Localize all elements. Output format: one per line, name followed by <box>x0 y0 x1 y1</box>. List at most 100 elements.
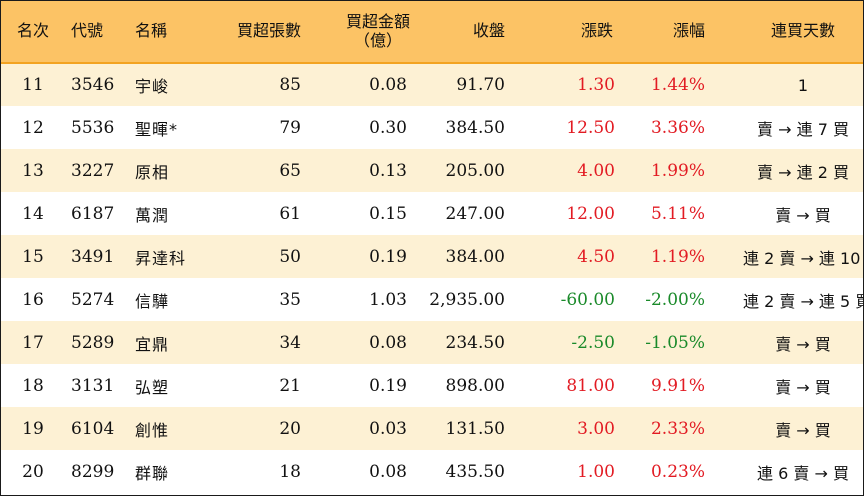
table-row: 17 5289 宜鼎 34 0.08 234.50 -2.50 -1.05% 賣… <box>1 321 863 364</box>
cell-net-buy-lots: 85 <box>279 75 301 95</box>
cell-close: 2,935.00 <box>429 289 505 310</box>
cell-net-buy-amount: 0.19 <box>369 375 407 396</box>
cell-consecutive-days: 連 2 賣 → 連 10 買 <box>743 248 864 268</box>
cell-change-pct: 1.44% <box>650 75 705 95</box>
table-row: 19 6104 創惟 20 0.03 131.50 3.00 2.33% 賣 →… <box>1 407 863 450</box>
cell-net-buy-amount: 0.08 <box>369 75 407 95</box>
cell-rank: 17 <box>22 332 44 353</box>
cell-consecutive-days: 賣 → 買 <box>775 377 831 397</box>
cell-change-pct: 3.36% <box>650 117 705 138</box>
cell-close: 91.70 <box>456 75 505 95</box>
cell-change: 4.50 <box>577 246 615 267</box>
cell-consecutive-days: 賣 → 買 <box>775 205 831 225</box>
cell-close: 205.00 <box>445 160 505 181</box>
cell-close: 247.00 <box>445 203 505 224</box>
header-name: 名稱 <box>135 1 217 64</box>
cell-rank: 19 <box>22 418 44 439</box>
cell-net-buy-amount: 0.08 <box>369 461 407 482</box>
cell-rank: 12 <box>22 117 44 138</box>
cell-rank: 13 <box>22 160 44 181</box>
table-row: 11 3546 宇峻 85 0.08 91.70 1.30 1.44% 1 <box>1 63 863 106</box>
cell-close: 898.00 <box>445 375 505 396</box>
cell-code: 5274 <box>71 289 115 310</box>
cell-code: 5536 <box>71 117 115 138</box>
header-consecutive-days: 連買天數 <box>743 1 863 64</box>
cell-net-buy-amount: 1.03 <box>369 289 407 310</box>
cell-code: 6187 <box>71 203 115 224</box>
header-net-buy-lots: 買超張數 <box>217 1 323 64</box>
cell-rank: 15 <box>22 246 44 267</box>
cell-consecutive-days: 1 <box>797 75 809 95</box>
table-header-row: 名次 代號 名稱 買超張數 買超金額 （億） 收盤 漲跌 漲幅 連買天數 <box>1 1 863 64</box>
cell-change-pct: 1.99% <box>650 160 705 181</box>
cell-change-pct: -1.05% <box>645 332 705 353</box>
cell-rank: 11 <box>22 75 44 95</box>
cell-change-pct: 5.11% <box>650 203 705 224</box>
cell-close: 384.00 <box>445 246 505 267</box>
cell-code: 5289 <box>71 332 115 353</box>
cell-code: 6104 <box>71 418 115 439</box>
cell-rank: 20 <box>22 461 44 482</box>
cell-name: 昇達科 <box>135 248 187 268</box>
cell-consecutive-days: 賣 → 連 7 買 <box>757 119 849 139</box>
header-change: 漲跌 <box>535 1 639 64</box>
cell-net-buy-lots: 20 <box>279 418 301 439</box>
cell-code: 3546 <box>71 75 115 95</box>
cell-net-buy-amount: 0.19 <box>369 246 407 267</box>
cell-name: 創惟 <box>135 420 170 440</box>
cell-name: 萬潤 <box>135 205 170 225</box>
cell-change-pct: 0.23% <box>650 461 705 482</box>
cell-consecutive-days: 賣 → 買 <box>775 420 831 440</box>
cell-name: 弘塑 <box>135 377 170 397</box>
cell-consecutive-days: 連 2 賣 → 連 5 買 <box>743 291 864 311</box>
cell-close: 435.50 <box>445 461 505 482</box>
cell-net-buy-lots: 34 <box>279 332 301 353</box>
cell-net-buy-lots: 18 <box>279 461 301 482</box>
cell-name: 原相 <box>135 162 170 182</box>
cell-change: 3.00 <box>577 418 615 439</box>
header-rank: 名次 <box>1 1 65 64</box>
cell-net-buy-lots: 35 <box>279 289 301 310</box>
cell-change: 4.00 <box>577 160 615 181</box>
table-body: 11 3546 宇峻 85 0.08 91.70 1.30 1.44% 1 12… <box>1 63 864 493</box>
cell-code: 8299 <box>71 461 115 482</box>
cell-net-buy-lots: 21 <box>279 375 301 396</box>
cell-close: 131.50 <box>445 418 505 439</box>
cell-change: 1.00 <box>577 461 615 482</box>
header-net-buy-amount: 買超金額 （億） <box>323 1 425 64</box>
cell-net-buy-amount: 0.03 <box>369 418 407 439</box>
cell-consecutive-days: 賣 → 連 2 買 <box>757 162 849 182</box>
cell-name: 群聯 <box>135 463 170 483</box>
cell-name: 宜鼎 <box>135 334 170 354</box>
cell-net-buy-lots: 50 <box>279 246 301 267</box>
cell-rank: 14 <box>22 203 44 224</box>
cell-net-buy-lots: 79 <box>279 117 301 138</box>
cell-rank: 18 <box>22 375 44 396</box>
cell-close: 384.50 <box>445 117 505 138</box>
table-row: 12 5536 聖暉* 79 0.30 384.50 12.50 3.36% 賣… <box>1 106 863 149</box>
cell-name: 宇峻 <box>135 77 170 96</box>
header-change-pct: 漲幅 <box>639 1 743 64</box>
cell-net-buy-lots: 61 <box>279 203 301 224</box>
cell-rank: 16 <box>22 289 44 310</box>
cell-change: -60.00 <box>560 289 615 310</box>
cell-change-pct: 9.91% <box>650 375 705 396</box>
cell-code: 3227 <box>71 160 115 181</box>
cell-change: 12.00 <box>566 203 615 224</box>
header-code: 代號 <box>65 1 135 64</box>
cell-consecutive-days: 連 6 賣 → 買 <box>757 463 849 483</box>
cell-code: 3491 <box>71 246 115 267</box>
table-row: 20 8299 群聯 18 0.08 435.50 1.00 0.23% 連 6… <box>1 450 863 493</box>
table-row: 15 3491 昇達科 50 0.19 384.00 4.50 1.19% 連 … <box>1 235 864 278</box>
cell-name: 信驊 <box>135 291 170 311</box>
cell-change-pct: 2.33% <box>650 418 705 439</box>
cell-net-buy-amount: 0.30 <box>369 117 407 138</box>
header-close: 收盤 <box>425 1 535 64</box>
cell-code: 3131 <box>71 375 115 396</box>
cell-net-buy-amount: 0.08 <box>369 332 407 353</box>
cell-net-buy-lots: 65 <box>279 160 301 181</box>
cell-consecutive-days: 賣 → 買 <box>775 334 831 354</box>
header-net-buy-amount-line2: （億） <box>353 30 402 50</box>
